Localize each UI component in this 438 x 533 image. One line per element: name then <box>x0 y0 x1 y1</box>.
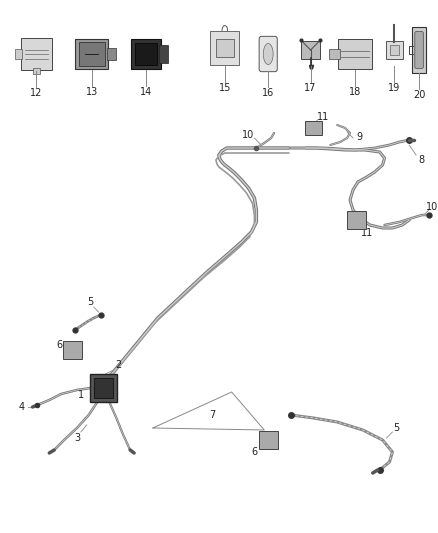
FancyBboxPatch shape <box>259 36 277 71</box>
Text: 11: 11 <box>360 228 373 238</box>
FancyBboxPatch shape <box>33 68 40 74</box>
Text: 9: 9 <box>357 132 363 142</box>
Text: 2: 2 <box>115 360 121 370</box>
FancyBboxPatch shape <box>216 39 233 56</box>
FancyBboxPatch shape <box>159 45 169 63</box>
Text: 12: 12 <box>30 88 42 98</box>
Text: 20: 20 <box>413 90 425 100</box>
FancyBboxPatch shape <box>94 378 113 398</box>
Ellipse shape <box>263 44 273 64</box>
Text: 16: 16 <box>262 88 274 98</box>
FancyBboxPatch shape <box>135 43 157 65</box>
FancyBboxPatch shape <box>107 48 116 60</box>
FancyBboxPatch shape <box>386 41 403 60</box>
FancyBboxPatch shape <box>259 432 278 449</box>
Text: 6: 6 <box>56 340 62 350</box>
FancyBboxPatch shape <box>64 342 82 359</box>
Text: 5: 5 <box>393 423 399 433</box>
Text: 3: 3 <box>74 433 80 443</box>
Text: 19: 19 <box>388 83 400 93</box>
Text: 18: 18 <box>349 87 361 97</box>
FancyBboxPatch shape <box>15 49 22 59</box>
Text: 5: 5 <box>88 297 94 307</box>
FancyBboxPatch shape <box>131 39 161 69</box>
Text: 10: 10 <box>242 130 254 140</box>
FancyBboxPatch shape <box>301 41 320 60</box>
Text: 11: 11 <box>317 112 329 122</box>
FancyBboxPatch shape <box>90 374 117 402</box>
FancyBboxPatch shape <box>75 39 108 69</box>
FancyBboxPatch shape <box>210 31 240 65</box>
FancyBboxPatch shape <box>390 45 399 55</box>
Text: 17: 17 <box>304 83 317 93</box>
Text: 15: 15 <box>219 83 231 93</box>
FancyBboxPatch shape <box>305 120 322 135</box>
Text: 13: 13 <box>85 87 98 97</box>
Text: 8: 8 <box>418 155 424 165</box>
FancyBboxPatch shape <box>338 39 371 69</box>
Text: 7: 7 <box>209 410 215 420</box>
FancyBboxPatch shape <box>412 27 426 72</box>
FancyBboxPatch shape <box>79 42 105 66</box>
Text: 1: 1 <box>78 390 84 400</box>
Text: 4: 4 <box>19 402 25 412</box>
FancyBboxPatch shape <box>415 31 423 68</box>
FancyBboxPatch shape <box>347 212 367 229</box>
FancyBboxPatch shape <box>329 49 339 59</box>
Text: 6: 6 <box>251 447 258 457</box>
Text: 14: 14 <box>140 87 152 97</box>
FancyBboxPatch shape <box>21 38 52 70</box>
Text: 10: 10 <box>426 202 438 212</box>
